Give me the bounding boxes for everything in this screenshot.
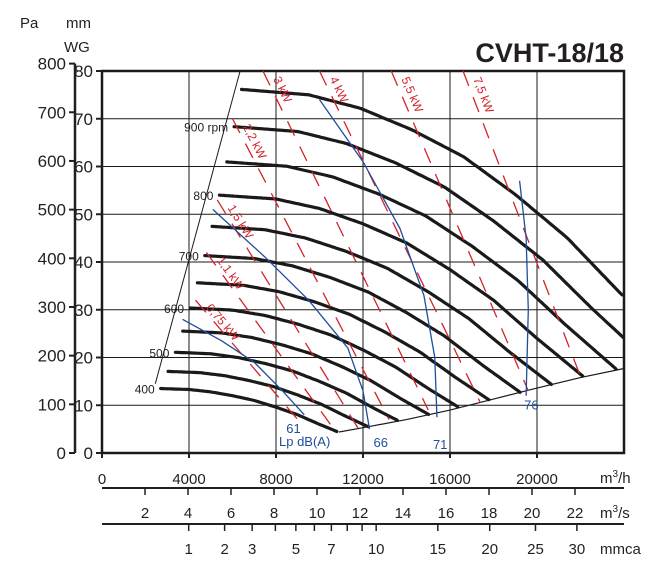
- mm-axis-unit-line1: mm: [66, 15, 91, 32]
- mmca-tick-label: 3: [248, 541, 256, 558]
- m3s-axis-unit: m3/s: [600, 504, 630, 522]
- x-axis-unit: m3/h: [600, 469, 631, 487]
- noise-label: 66: [374, 435, 388, 450]
- mm-tick-label: 60: [74, 158, 93, 177]
- m3s-tick-label: 12: [352, 505, 369, 522]
- x-tick-label: 4000: [172, 471, 205, 488]
- mm-tick-label: 20: [74, 349, 93, 368]
- mm-tick-label: 50: [74, 205, 93, 224]
- pa-tick-label: 300: [38, 298, 66, 317]
- noise-label: 71: [433, 437, 447, 452]
- mm-tick-label: 10: [74, 396, 93, 415]
- fan-curve-850-rpm: [225, 160, 618, 371]
- fan-curve-400-rpm: [159, 386, 339, 434]
- power-line: [205, 252, 331, 425]
- fan-curves: 400 500 600 700 800 900 rpm: [135, 70, 626, 434]
- power-line: [231, 118, 390, 420]
- power-label: 5,5 kW: [399, 75, 427, 115]
- mm-tick-label: 0: [84, 444, 93, 463]
- x-tick-label: 8000: [259, 471, 292, 488]
- mm-tick-label: 30: [74, 301, 93, 320]
- mmca-tick-label: 7: [327, 541, 335, 558]
- fan-curve-650-rpm: [195, 281, 491, 402]
- m3s-tick-label: 16: [438, 505, 455, 522]
- pa-tick-label: 800: [38, 55, 66, 74]
- m3s-tick-label: 14: [395, 505, 412, 522]
- noise-label: 76: [524, 398, 538, 413]
- fan-curve-750-rpm: [210, 224, 554, 386]
- mmca-tick-label: 10: [368, 541, 385, 558]
- noise-unit-label: Lp dB(A): [279, 434, 330, 449]
- pa-axis-unit: Pa: [20, 15, 39, 32]
- power-line: [318, 70, 482, 404]
- mm-tick-label: 70: [74, 110, 93, 129]
- noise-line-76: [518, 180, 529, 396]
- noise-line-66: [212, 208, 371, 430]
- m3s-tick-label: 20: [524, 505, 541, 522]
- mmca-tick-label: 20: [481, 541, 498, 558]
- fan-curve-700-rpm: [203, 254, 522, 394]
- fan-curve-950-rpm: [239, 87, 624, 297]
- fan-curve-800-rpm: [217, 193, 585, 378]
- mmca-tick-label: 5: [292, 541, 300, 558]
- m3s-tick-label: 22: [567, 505, 584, 522]
- mm-axis-unit-line2: WG: [64, 39, 90, 56]
- m3s-tick-label: 4: [184, 505, 192, 522]
- mmca-tick-label: 2: [220, 541, 228, 558]
- x-tick-label: 12000: [342, 471, 384, 488]
- x-tick-label: 20000: [516, 471, 558, 488]
- mm-tick-label: 80: [74, 62, 93, 81]
- x-tick-label: 16000: [429, 471, 471, 488]
- power-line: [462, 70, 582, 377]
- speed-label: 700: [179, 250, 199, 264]
- power-line: [390, 70, 529, 392]
- fan-curve-450-rpm: [166, 369, 370, 429]
- pa-tick-label: 600: [38, 152, 66, 171]
- axes: 0100200300400500600700800010203040506070…: [38, 55, 624, 558]
- power-line: [262, 70, 429, 411]
- speed-label: 400: [135, 383, 155, 397]
- right-limit-line: [338, 367, 625, 433]
- pa-tick-label: 100: [38, 395, 66, 414]
- speed-label: 800: [193, 189, 213, 203]
- x-tick-label: 0: [98, 471, 106, 488]
- speed-label: 600: [164, 302, 184, 316]
- speed-label: 500: [149, 346, 169, 360]
- mmca-tick-label: 1: [185, 541, 193, 558]
- fan-curve-900-rpm: [232, 125, 626, 340]
- m3s-tick-label: 2: [141, 505, 149, 522]
- m3s-tick-label: 18: [481, 505, 498, 522]
- power-label: 0,75 kW: [203, 301, 243, 344]
- m3s-tick-label: 8: [270, 505, 278, 522]
- noise-lines: 61 66 71 76: [182, 99, 539, 452]
- power-label: 3 kW: [270, 74, 295, 105]
- mmca-tick-label: 25: [527, 541, 544, 558]
- noise-label: 61: [286, 421, 300, 436]
- mmca-tick-label: 15: [429, 541, 446, 558]
- mmca-axis-unit: mmca: [600, 541, 641, 558]
- noise-line-71: [318, 99, 438, 418]
- pa-tick-label: 700: [38, 103, 66, 122]
- power-lines: 0,75 kW1,1 kW1,5 kW2,2 kW3 kW 4 kW 5,5 kW 7…: [195, 70, 582, 430]
- pa-tick-label: 200: [38, 347, 66, 366]
- m3s-tick-label: 10: [309, 505, 326, 522]
- m3s-tick-label: 6: [227, 505, 235, 522]
- pa-tick-label: 400: [38, 249, 66, 268]
- mm-tick-label: 40: [74, 253, 93, 272]
- power-label: 7,5 kW: [470, 75, 497, 116]
- speed-label: 900 rpm: [184, 121, 228, 135]
- power-label: 1,5 kW: [225, 202, 257, 242]
- noise-line-61: [182, 318, 305, 416]
- pa-tick-label: 500: [38, 201, 66, 220]
- power-line: [216, 199, 360, 430]
- mmca-tick-label: 30: [569, 541, 586, 558]
- pa-tick-label: 0: [57, 444, 66, 463]
- left-limit-line: [154, 70, 241, 384]
- fan-curve-500-rpm: [173, 350, 399, 422]
- chart-title: CVHT-18/18: [475, 38, 624, 68]
